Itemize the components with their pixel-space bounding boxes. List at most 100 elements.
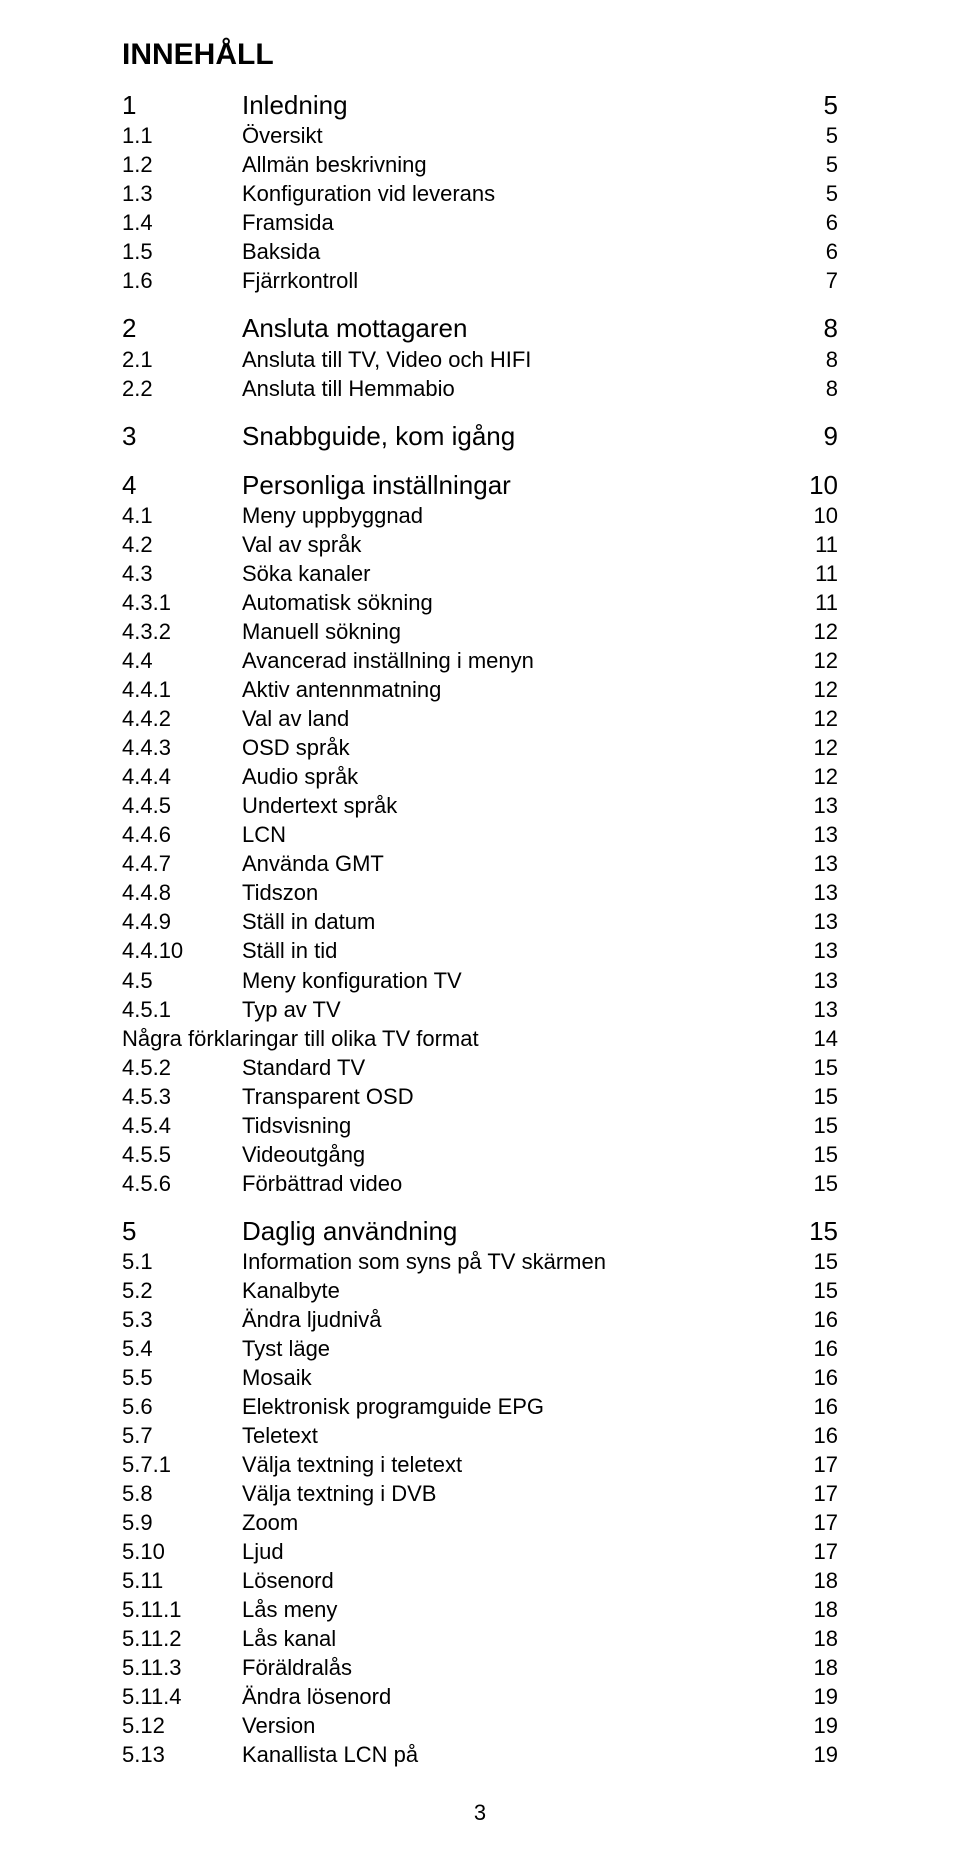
toc-entry-number: 1.6 [122, 266, 242, 295]
toc-entry-number: 5.5 [122, 1363, 242, 1392]
toc-row: 4.4.9Ställ in datum13 [122, 907, 838, 936]
toc-entry-number: 4.4.8 [122, 878, 242, 907]
toc-entry-page: 5 [822, 150, 838, 179]
toc-entry-label: Teletext [242, 1421, 318, 1450]
toc-entry-label: Konfiguration vid leverans [242, 179, 495, 208]
toc-entry-number: 4.3.2 [122, 617, 242, 646]
toc-entry-page: 18 [810, 1566, 838, 1595]
toc-row: 5.11.3Föräldralås18 [122, 1653, 838, 1682]
toc-entry-page: 5 [822, 121, 838, 150]
toc-row: 4.4.8Tidszon13 [122, 878, 838, 907]
toc-row: 5.11Lösenord18 [122, 1566, 838, 1595]
toc-entry-number: 4.4.9 [122, 907, 242, 936]
toc-row: 4.3.1Automatisk sökning 11 [122, 588, 838, 617]
toc-gap [122, 452, 838, 470]
toc-row: 1.3Konfiguration vid leverans5 [122, 179, 838, 208]
toc-entry-number: 1.3 [122, 179, 242, 208]
toc-entry-page: 17 [810, 1479, 838, 1508]
toc-entry-number: 5.7.1 [122, 1450, 242, 1479]
toc-entry-page: 16 [810, 1421, 838, 1450]
toc-entry-page: 15 [810, 1276, 838, 1305]
toc-entry-page: 8 [820, 313, 838, 344]
toc-entry-page: 6 [822, 237, 838, 266]
toc-row: 5.8Välja textning i DVB17 [122, 1479, 838, 1508]
toc-entry-number: 5.11.4 [122, 1682, 242, 1711]
toc-entry-page: 12 [810, 675, 838, 704]
toc-row: 4.5.4Tidsvisning15 [122, 1111, 838, 1140]
toc-entry-number: 1.5 [122, 237, 242, 266]
toc-row: 5.7.1Välja textning i teletext17 [122, 1450, 838, 1479]
toc-entry-page: 15 [810, 1111, 838, 1140]
toc-row: 4.4.10Ställ in tid13 [122, 936, 838, 965]
toc-entry-number: 4 [122, 470, 242, 501]
toc-entry-page: 16 [810, 1305, 838, 1334]
toc-entry-number: 5.1 [122, 1247, 242, 1276]
toc-entry-page: 11 [811, 588, 838, 617]
toc-entry-label: Lås meny [242, 1595, 337, 1624]
toc-entry-number: 1.1 [122, 121, 242, 150]
toc-entry-label: Tidsvisning [242, 1111, 351, 1140]
toc-entry-label: Meny konfiguration TV [242, 966, 462, 995]
toc-entry-label: Inledning [242, 90, 348, 121]
toc-entry-number: 1 [122, 90, 242, 121]
toc-entry-number: 5.10 [122, 1537, 242, 1566]
toc-row: 4.5.3Transparent OSD15 [122, 1082, 838, 1111]
toc-entry-label: Daglig användning [242, 1216, 457, 1247]
toc-row: 4.4.6LCN13 [122, 820, 838, 849]
toc-entry-label: Tyst läge [242, 1334, 330, 1363]
toc-entry-page: 10 [810, 501, 838, 530]
toc-entry-number: 2 [122, 313, 242, 344]
toc-entry-page: 18 [810, 1595, 838, 1624]
toc-entry-label: Personliga inställningar [242, 470, 511, 501]
toc-entry-number: 5.3 [122, 1305, 242, 1334]
toc-entry-page: 14 [810, 1024, 838, 1053]
toc-row: 4.5.5Videoutgång15 [122, 1140, 838, 1169]
toc-entry-number: 4.5 [122, 966, 242, 995]
toc-entry-label: LCN [242, 820, 286, 849]
toc-row: 5.6Elektronisk programguide EPG16 [122, 1392, 838, 1421]
toc-entry-label: Audio språk [242, 762, 358, 791]
toc-entry-number: 4.3.1 [122, 588, 242, 617]
toc-entry-label: Ansluta till Hemmabio [242, 374, 455, 403]
toc-title: INNEHÅLL [122, 38, 838, 72]
toc-row: 4.4.2Val av land12 [122, 704, 838, 733]
toc-entry-label: Ändra ljudnivå [242, 1305, 381, 1334]
toc-entry-page: 17 [810, 1450, 838, 1479]
toc-entry-number: 5.8 [122, 1479, 242, 1508]
toc-entry-label: Automatisk sökning [242, 588, 433, 617]
toc-row: 4.5.1Typ av TV13 [122, 995, 838, 1024]
toc-row: 5.9Zoom17 [122, 1508, 838, 1537]
toc-entry-label: Ansluta mottagaren [242, 313, 467, 344]
toc-entry-label: Några förklaringar till olika TV format [122, 1024, 479, 1053]
toc-entry-label: Avancerad inställning i menyn [242, 646, 534, 675]
toc-entry-label: Kanalbyte [242, 1276, 340, 1305]
toc-entry-number: 4.4.3 [122, 733, 242, 762]
toc-entry-page: 15 [810, 1247, 838, 1276]
toc-row: 5.11.4Ändra lösenord19 [122, 1682, 838, 1711]
toc-row: 4.2Val av språk11 [122, 530, 838, 559]
toc-entry-page: 13 [810, 936, 838, 965]
toc-entry-page: 12 [810, 704, 838, 733]
toc-entry-label: Söka kanaler [242, 559, 370, 588]
toc-row: 4.4.3OSD språk12 [122, 733, 838, 762]
toc-entry-number: 5.11.3 [122, 1653, 242, 1682]
toc-row: 2Ansluta mottagaren 8 [122, 313, 838, 344]
toc-entry-label: Tidszon [242, 878, 318, 907]
toc-entry-number: 3 [122, 421, 242, 452]
toc-entry-page: 13 [810, 820, 838, 849]
toc-gap [122, 295, 838, 313]
toc-entry-page: 12 [810, 617, 838, 646]
toc-entry-label: Framsida [242, 208, 334, 237]
toc-entry-label: Undertext språk [242, 791, 397, 820]
toc-entry-label: Använda GMT [242, 849, 384, 878]
toc-entry-number: 4.3 [122, 559, 242, 588]
toc-row: 4.4.4Audio språk12 [122, 762, 838, 791]
toc-entry-number: 5.12 [122, 1711, 242, 1740]
toc-row: 5.3Ändra ljudnivå 16 [122, 1305, 838, 1334]
toc-entry-page: 5 [820, 90, 838, 121]
toc-entry-number: 4.4.5 [122, 791, 242, 820]
toc-entry-number: 4.1 [122, 501, 242, 530]
toc-entry-number: 5.11.1 [122, 1595, 242, 1624]
toc-entry-label: Val av språk [242, 530, 361, 559]
toc-entry-page: 8 [822, 345, 838, 374]
